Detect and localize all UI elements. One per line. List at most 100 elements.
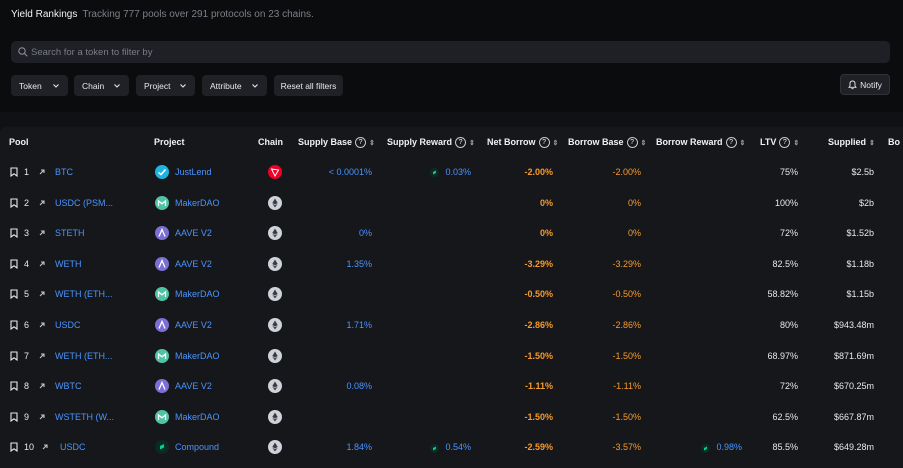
pool-name-link[interactable]: WSTETH (W... <box>55 411 114 422</box>
table-row[interactable]: 10 USDC Compound 1.84% 0.54% -2.59% -3.57% 0.98… <box>0 432 903 462</box>
sort-icon[interactable]: ⇕ <box>793 140 800 147</box>
project-name-link[interactable]: MakerDAO <box>175 411 220 422</box>
ltv-value: 58.82% <box>767 289 798 299</box>
net-borrow-value: 0% <box>540 228 553 238</box>
supply-base-text: 1.35% <box>346 258 372 269</box>
column-supplied-label: Supplied <box>828 137 866 147</box>
sort-icon[interactable]: ⇕ <box>739 140 746 147</box>
project-name-link[interactable]: MakerDAO <box>175 197 220 208</box>
table-row[interactable]: 3 STETH AAVE V2 0% 0% 0% 72% $1.52b <box>0 218 903 248</box>
chevron-down-icon <box>252 83 258 88</box>
reset-filters-button[interactable]: Reset all filters <box>274 75 343 96</box>
external-link-icon[interactable] <box>38 199 46 207</box>
project-name-link[interactable]: JustLend <box>175 167 212 177</box>
table-row[interactable]: 4 WETH AAVE V2 1.35% -3.29% -3.29% 82.5% $1.18b <box>0 249 903 279</box>
help-icon[interactable]: ? <box>626 137 638 149</box>
column-header-project[interactable]: Project <box>154 137 185 147</box>
filter-project-label: Project <box>144 80 171 91</box>
project-name-link[interactable]: MakerDAO <box>175 289 220 300</box>
pool-name-link[interactable]: USDC <box>55 320 81 330</box>
column-header-ltv[interactable]: LTV? ⇕ <box>760 137 800 149</box>
column-net-borrow-label: Net Borrow <box>487 137 536 147</box>
supply-base-text: 1.84% <box>346 442 372 453</box>
sort-icon[interactable]: ⇕ <box>469 140 475 147</box>
borrow-base-value: -2.86% <box>612 320 641 330</box>
supply-base-value: < 0.0001% <box>329 167 372 177</box>
project-name-link[interactable]: AAVE V2 <box>175 258 212 269</box>
project-name-link[interactable]: AAVE V2 <box>175 228 212 239</box>
sort-icon[interactable]: ⇕ <box>640 140 647 147</box>
filter-chain-button[interactable]: Chain <box>74 75 129 96</box>
pool-name-link[interactable]: WETH <box>55 258 82 269</box>
bookmark-icon[interactable] <box>10 320 18 331</box>
bookmark-icon[interactable] <box>10 198 18 208</box>
bookmark-icon[interactable] <box>10 412 18 422</box>
borrow-base-text: 0% <box>627 228 641 239</box>
bookmark-icon[interactable] <box>10 259 18 269</box>
yield-table: Pool Project Chain Supply Base? ⇕ Supply … <box>0 127 903 468</box>
column-header-supply-base[interactable]: Supply Base? ⇕ <box>298 137 375 149</box>
notify-button[interactable]: Notify <box>840 74 890 95</box>
project-name-link[interactable]: Compound <box>175 442 220 453</box>
search-bar[interactable] <box>11 41 890 63</box>
external-link-icon[interactable] <box>38 321 46 329</box>
supplied-value: $871.69m <box>834 351 874 361</box>
table-row[interactable]: 8 WBTC AAVE V2 0.08% -1.11% -1.11% 72% $670.25m <box>0 371 903 401</box>
help-icon[interactable]: ? <box>779 137 791 149</box>
project-name-link[interactable]: AAVE V2 <box>175 381 212 392</box>
table-row[interactable]: 1 BTC JustLend < 0.0001% 0.03% -2.00% -2.00% 75… <box>0 157 903 187</box>
table-row[interactable]: 2 USDC (PSM... MakerDAO 0% 0% 100% $2b <box>0 188 903 218</box>
bookmark-icon[interactable] <box>10 442 18 453</box>
borrow-base-text: 0% <box>627 197 641 208</box>
project-name-link[interactable]: AAVE V2 <box>175 320 212 330</box>
supply-reward-text: 0.54% <box>445 442 471 453</box>
sort-icon[interactable]: ⇕ <box>369 140 375 147</box>
sort-icon[interactable]: ⇕ <box>552 140 559 147</box>
external-link-icon[interactable] <box>38 352 46 360</box>
ltv-value: 62.5% <box>772 412 798 422</box>
column-header-borrowed[interactable]: Bo <box>888 137 900 147</box>
external-link-icon[interactable] <box>38 290 46 298</box>
project-name-link[interactable]: MakerDAO <box>175 350 220 361</box>
external-link-icon[interactable] <box>38 260 46 268</box>
help-icon[interactable]: ? <box>355 137 367 149</box>
bookmark-icon[interactable] <box>10 381 18 392</box>
bookmark-icon[interactable] <box>10 228 18 239</box>
bookmark-icon[interactable] <box>10 351 18 361</box>
external-link-icon[interactable] <box>38 413 46 421</box>
help-icon[interactable]: ? <box>538 137 550 149</box>
pool-name-link[interactable]: WBTC <box>55 381 82 392</box>
external-link-icon[interactable] <box>41 443 49 451</box>
help-icon[interactable]: ? <box>455 137 467 149</box>
column-header-pool[interactable]: Pool <box>9 137 29 147</box>
column-header-borrow-base[interactable]: Borrow Base? ⇕ <box>568 137 647 149</box>
sort-icon[interactable]: ⇕ <box>869 140 875 147</box>
help-icon[interactable]: ? <box>725 137 737 149</box>
table-row[interactable]: 6 USDC AAVE V2 1.71% -2.86% -2.86% 80% $943.48m <box>0 310 903 340</box>
pool-name-link[interactable]: USDC <box>60 442 86 453</box>
pool-name-link[interactable]: STETH <box>55 228 85 239</box>
external-link-icon[interactable] <box>38 168 46 176</box>
column-header-chain[interactable]: Chain <box>258 137 283 147</box>
pool-name-link[interactable]: WETH (ETH... <box>55 289 113 300</box>
external-link-icon[interactable] <box>38 229 46 237</box>
search-input[interactable] <box>31 41 871 63</box>
filter-token-button[interactable]: Token <box>11 75 68 96</box>
pool-name-link[interactable]: WETH (ETH... <box>55 350 113 361</box>
ltv-value: 85.5% <box>772 442 798 452</box>
pool-name-link[interactable]: USDC (PSM... <box>55 197 114 208</box>
bookmark-icon[interactable] <box>10 167 18 178</box>
table-row[interactable]: 5 WETH (ETH... MakerDAO -0.50% -0.50% 58.82% $… <box>0 279 903 309</box>
filter-attribute-button[interactable]: Attribute <box>202 75 267 96</box>
column-header-borrow-reward[interactable]: Borrow Reward? ⇕ <box>656 137 746 149</box>
bookmark-icon[interactable] <box>10 289 18 300</box>
table-row[interactable]: 9 WSTETH (W... MakerDAO -1.50% -1.50% 62.5% $6… <box>0 402 903 432</box>
external-link-icon[interactable] <box>38 382 46 390</box>
column-header-supply-reward[interactable]: Supply Reward? ⇕ <box>387 137 475 149</box>
pool-name-link[interactable]: BTC <box>55 167 73 177</box>
filter-project-button[interactable]: Project <box>136 75 195 96</box>
column-header-supplied[interactable]: Supplied ⇕ <box>828 137 875 147</box>
table-row[interactable]: 7 WETH (ETH... MakerDAO -1.50% -1.50% 68.97% $… <box>0 341 903 371</box>
justlend-logo-icon <box>155 165 169 179</box>
column-header-net-borrow[interactable]: Net Borrow? ⇕ <box>487 137 559 149</box>
